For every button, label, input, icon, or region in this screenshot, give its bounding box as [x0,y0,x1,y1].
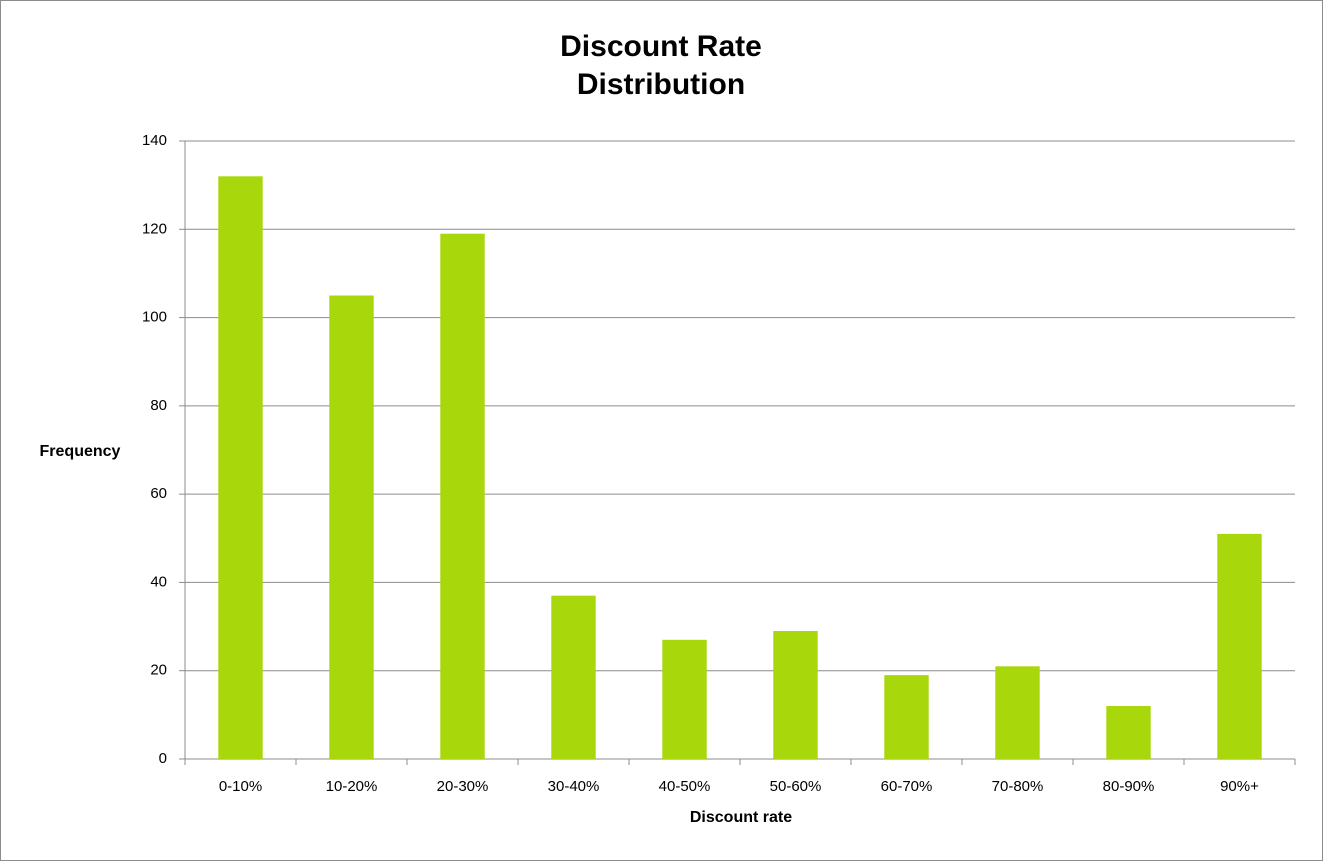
bar [995,666,1040,759]
x-tick-label: 0-10% [219,778,262,795]
y-tick-label: 140 [142,132,167,149]
bar [1106,706,1151,759]
bar [440,233,485,759]
x-axis-title: Discount rate [690,809,792,826]
x-tick-label: 40-50% [659,778,711,795]
y-tick-label: 40 [150,573,167,590]
y-tick-label: 80 [150,397,167,414]
bar [218,176,263,760]
chart-title: Discount Rate Distribution [560,30,762,101]
bar [884,675,929,759]
bar [1217,533,1262,759]
bar [773,630,818,759]
y-tick-label: 20 [150,662,167,679]
x-tick-label: 30-40% [548,778,600,795]
y-tick-label: 60 [150,485,167,502]
y-axis-title: Frequency [40,443,121,460]
x-tick-label: 10-20% [326,778,378,795]
x-tick-label: 80-90% [1103,778,1155,795]
x-tick-label: 90%+ [1220,778,1259,795]
x-tick-label: 60-70% [881,778,933,795]
bar [551,595,596,759]
x-tick-label: 70-80% [992,778,1044,795]
bar [662,639,707,759]
bar [329,295,374,759]
x-tick-label: 20-30% [437,778,489,795]
y-tick-label: 0 [159,750,167,767]
y-tick-label: 100 [142,309,167,326]
x-tick-label: 50-60% [770,778,822,795]
y-tick-label: 120 [142,220,167,237]
